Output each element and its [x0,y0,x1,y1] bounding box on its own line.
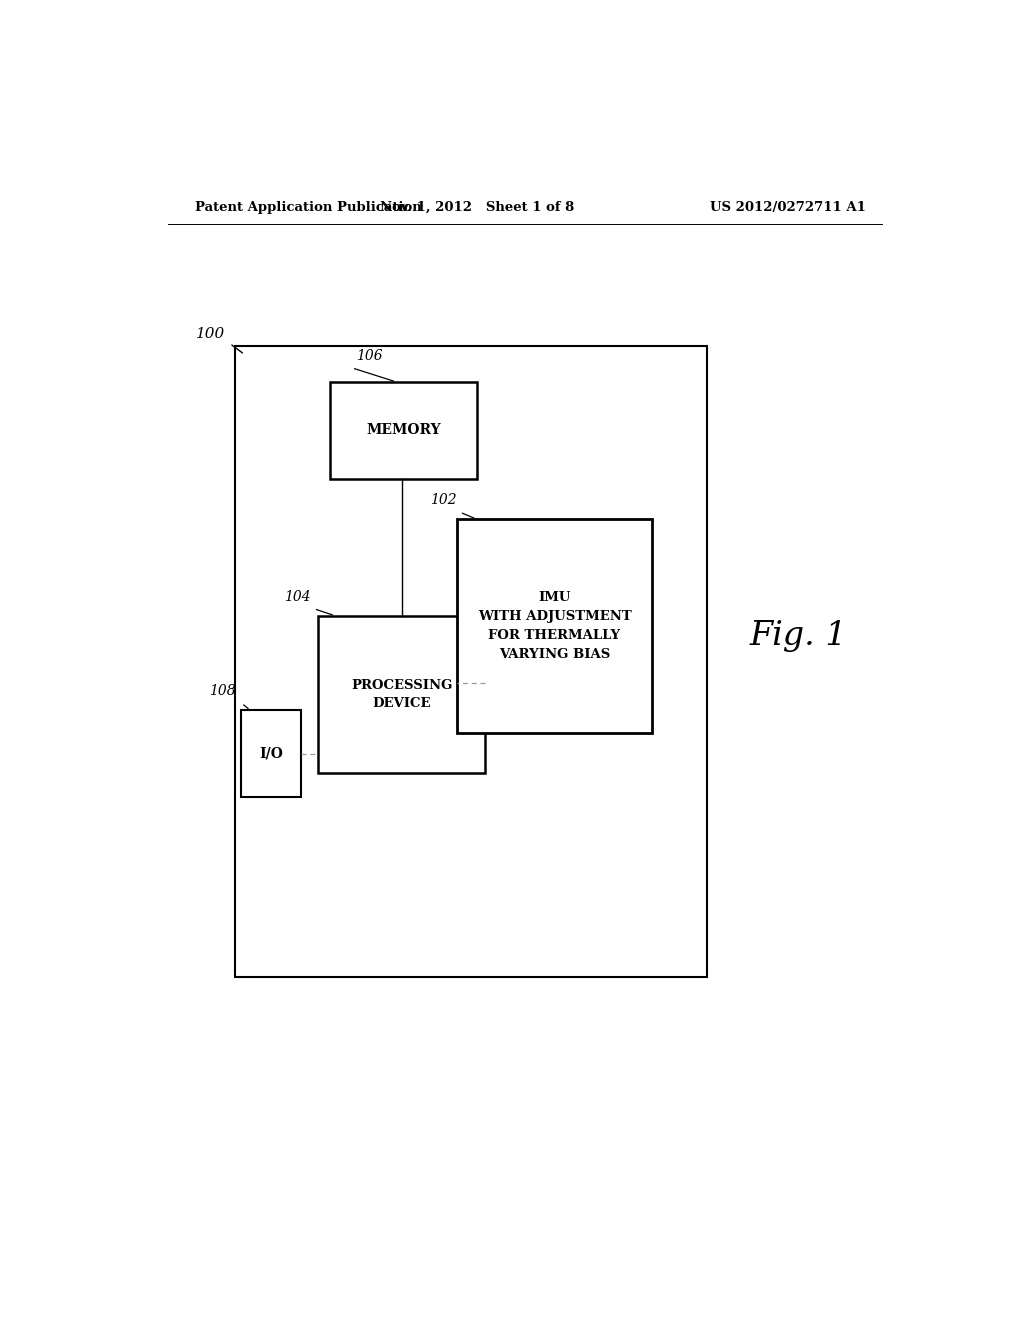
Text: 102: 102 [430,494,457,507]
Text: 108: 108 [209,684,236,698]
Text: MEMORY: MEMORY [367,424,441,437]
Text: Fig. 1: Fig. 1 [750,620,848,652]
Bar [242,710,301,797]
Bar [236,346,708,977]
Text: 104: 104 [284,590,310,603]
Text: IMU
WITH ADJUSTMENT
FOR THERMALLY
VARYING BIAS: IMU WITH ADJUSTMENT FOR THERMALLY VARYIN… [477,591,632,661]
Bar [318,615,485,774]
Text: Patent Application Publication: Patent Application Publication [196,201,422,214]
Text: Nov. 1, 2012   Sheet 1 of 8: Nov. 1, 2012 Sheet 1 of 8 [380,201,574,214]
Text: US 2012/0272711 A1: US 2012/0272711 A1 [711,201,866,214]
Text: PROCESSING
DEVICE: PROCESSING DEVICE [351,678,453,710]
Text: 106: 106 [355,348,382,363]
Text: 100: 100 [197,327,225,342]
Text: I/O: I/O [259,747,284,760]
Bar [331,381,477,479]
Bar [458,519,651,733]
